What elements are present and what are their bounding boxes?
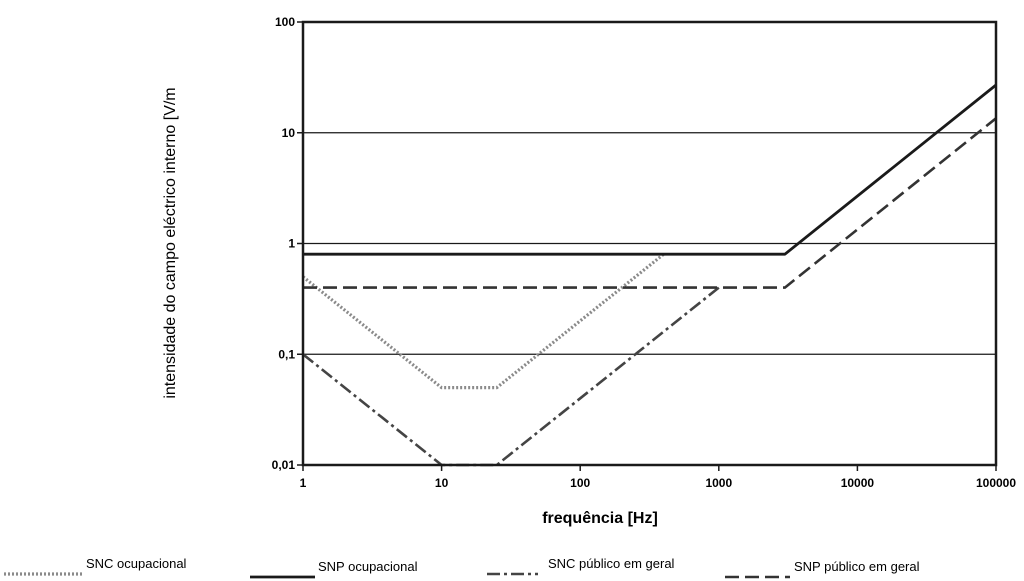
legend-label: SNC público em geral [548, 556, 675, 571]
legend: SNC ocupacional SNP ocupacional SNC públic… [4, 556, 920, 579]
y-tick-label: 10 [282, 126, 296, 140]
x-tick-label: 1 [300, 476, 307, 490]
series-line-dashed [303, 117, 997, 289]
y-axis-ticks: 0,01 0,1 1 10 100 [272, 15, 303, 472]
y-tick-label: 100 [275, 15, 295, 29]
x-axis-label: frequência [Hz] [542, 510, 658, 527]
grid-lines [303, 21, 996, 466]
legend-label: SNP ocupacional [318, 559, 418, 574]
series-line-dotted [302, 252, 665, 390]
x-tick-label: 10000 [841, 476, 875, 490]
legend-label: SNP público em geral [794, 559, 920, 574]
series-line-solid [303, 83, 997, 256]
y-axis-label: intensidade do campo eléctrico interno [… [162, 87, 179, 398]
x-axis-ticks: 1 10 100 1000 10000 100000 [300, 465, 1016, 490]
series-lines [302, 83, 997, 467]
x-tick-label: 100 [570, 476, 590, 490]
y-tick-label: 1 [288, 237, 295, 251]
x-tick-label: 10 [435, 476, 449, 490]
x-tick-label: 100000 [976, 476, 1016, 490]
series-line-dashdot [302, 286, 720, 467]
legend-label: SNC ocupacional [86, 556, 187, 571]
x-tick-label: 1000 [705, 476, 732, 490]
y-tick-label: 0,1 [278, 347, 295, 361]
y-tick-label: 0,01 [272, 458, 296, 472]
